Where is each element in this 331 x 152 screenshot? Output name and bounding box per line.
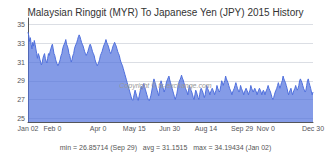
svg-text:Sep 29: Sep 29	[231, 125, 253, 133]
svg-text:Apr 0: Apr 0	[90, 125, 107, 133]
svg-text:Jun 30: Jun 30	[159, 125, 180, 132]
svg-text:Copyright © fs-exchange.com: Copyright © fs-exchange.com	[119, 82, 211, 90]
svg-text:Feb 0: Feb 0	[43, 125, 61, 132]
svg-text:31: 31	[17, 59, 25, 66]
svg-text:Aug 14: Aug 14	[195, 125, 217, 133]
svg-text:25: 25	[17, 115, 25, 122]
svg-text:27: 27	[17, 96, 25, 103]
svg-text:35: 35	[17, 21, 25, 28]
svg-text:Dec 30: Dec 30	[302, 125, 324, 132]
svg-text:min = 26.85714 (Sep 29) avg: min = 26.85714 (Sep 29) avg = 31.1515 ma…	[60, 144, 272, 152]
svg-text:29: 29	[17, 77, 25, 84]
svg-text:Nov 0: Nov 0	[257, 125, 275, 132]
svg-text:Malaysian Ringgit (MYR) To Jap: Malaysian Ringgit (MYR) To Japanese Yen …	[27, 7, 303, 18]
svg-text:May 15: May 15	[123, 125, 146, 133]
svg-text:33: 33	[17, 40, 25, 47]
svg-text:Jan 02: Jan 02	[17, 125, 38, 132]
